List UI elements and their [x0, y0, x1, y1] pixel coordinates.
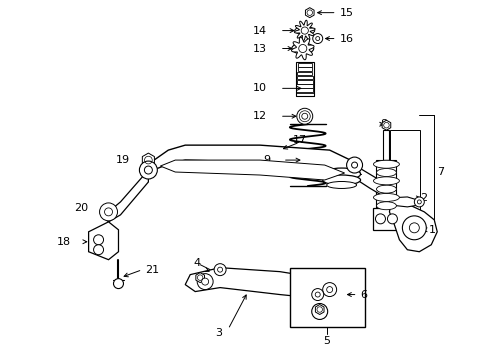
- Circle shape: [326, 287, 332, 293]
- Circle shape: [100, 203, 117, 221]
- Text: 6: 6: [360, 289, 367, 300]
- Bar: [389, 130, 420, 220]
- Circle shape: [402, 216, 426, 240]
- Circle shape: [139, 161, 157, 179]
- Circle shape: [296, 108, 312, 124]
- Bar: [383, 130, 388, 160]
- Circle shape: [201, 278, 208, 285]
- Ellipse shape: [376, 168, 396, 176]
- Bar: [295, 62, 313, 96]
- Circle shape: [197, 274, 213, 289]
- Bar: [296, 84, 312, 88]
- Circle shape: [312, 33, 322, 44]
- Text: 20: 20: [74, 203, 88, 213]
- Text: 19: 19: [116, 155, 130, 165]
- Circle shape: [311, 289, 323, 301]
- Polygon shape: [388, 197, 419, 207]
- Circle shape: [217, 267, 222, 272]
- Ellipse shape: [322, 168, 360, 180]
- Text: 15: 15: [339, 8, 353, 18]
- Bar: [296, 80, 312, 84]
- Circle shape: [93, 235, 103, 245]
- Ellipse shape: [294, 27, 314, 35]
- Text: 12: 12: [252, 111, 266, 121]
- Circle shape: [416, 200, 421, 204]
- Text: 17: 17: [292, 135, 306, 145]
- Circle shape: [315, 37, 319, 41]
- Text: 16: 16: [339, 33, 353, 44]
- Ellipse shape: [373, 177, 399, 185]
- Circle shape: [311, 303, 327, 319]
- Polygon shape: [294, 20, 314, 41]
- Ellipse shape: [376, 185, 396, 193]
- Ellipse shape: [373, 193, 399, 201]
- Ellipse shape: [322, 175, 360, 185]
- Text: 7: 7: [436, 167, 444, 177]
- Circle shape: [93, 245, 103, 255]
- Text: 2: 2: [420, 193, 427, 203]
- Circle shape: [386, 214, 397, 224]
- Polygon shape: [291, 37, 313, 60]
- Polygon shape: [305, 8, 313, 18]
- Circle shape: [375, 214, 385, 224]
- Polygon shape: [148, 145, 359, 175]
- Circle shape: [351, 162, 357, 168]
- Polygon shape: [142, 153, 154, 167]
- Text: 4: 4: [193, 258, 200, 268]
- Bar: [372, 208, 400, 230]
- Text: 8: 8: [380, 119, 387, 129]
- Bar: [296, 89, 313, 92]
- Text: 18: 18: [57, 237, 71, 247]
- Polygon shape: [185, 268, 339, 300]
- Circle shape: [301, 113, 307, 119]
- Polygon shape: [388, 200, 436, 252]
- Text: 9: 9: [262, 155, 269, 165]
- Polygon shape: [160, 160, 344, 180]
- Text: 10: 10: [252, 84, 266, 93]
- Ellipse shape: [373, 160, 399, 168]
- Polygon shape: [104, 170, 148, 222]
- Bar: [297, 72, 312, 75]
- Polygon shape: [315, 305, 324, 315]
- Text: 5: 5: [323, 336, 329, 346]
- Bar: [295, 93, 313, 96]
- Text: 1: 1: [428, 225, 435, 235]
- Text: 14: 14: [252, 26, 266, 36]
- Circle shape: [298, 45, 306, 53]
- Circle shape: [322, 283, 336, 297]
- Bar: [289, 268, 364, 328]
- Bar: [376, 160, 396, 210]
- Ellipse shape: [376, 202, 396, 210]
- Bar: [297, 63, 311, 67]
- Text: 13: 13: [252, 44, 266, 54]
- Text: 3: 3: [215, 328, 222, 338]
- Bar: [297, 67, 311, 71]
- Polygon shape: [196, 273, 204, 283]
- Circle shape: [144, 166, 152, 174]
- Circle shape: [301, 27, 308, 34]
- Polygon shape: [349, 165, 388, 197]
- Polygon shape: [88, 222, 118, 260]
- Bar: [296, 76, 312, 80]
- Ellipse shape: [291, 43, 313, 54]
- Circle shape: [214, 264, 225, 276]
- Circle shape: [346, 157, 362, 173]
- Ellipse shape: [326, 181, 356, 189]
- Circle shape: [104, 208, 112, 216]
- Circle shape: [413, 197, 424, 207]
- Circle shape: [408, 223, 419, 233]
- Circle shape: [315, 292, 320, 297]
- Circle shape: [113, 279, 123, 289]
- Text: 11: 11: [349, 167, 363, 177]
- Text: 21: 21: [145, 265, 159, 275]
- Polygon shape: [381, 120, 390, 130]
